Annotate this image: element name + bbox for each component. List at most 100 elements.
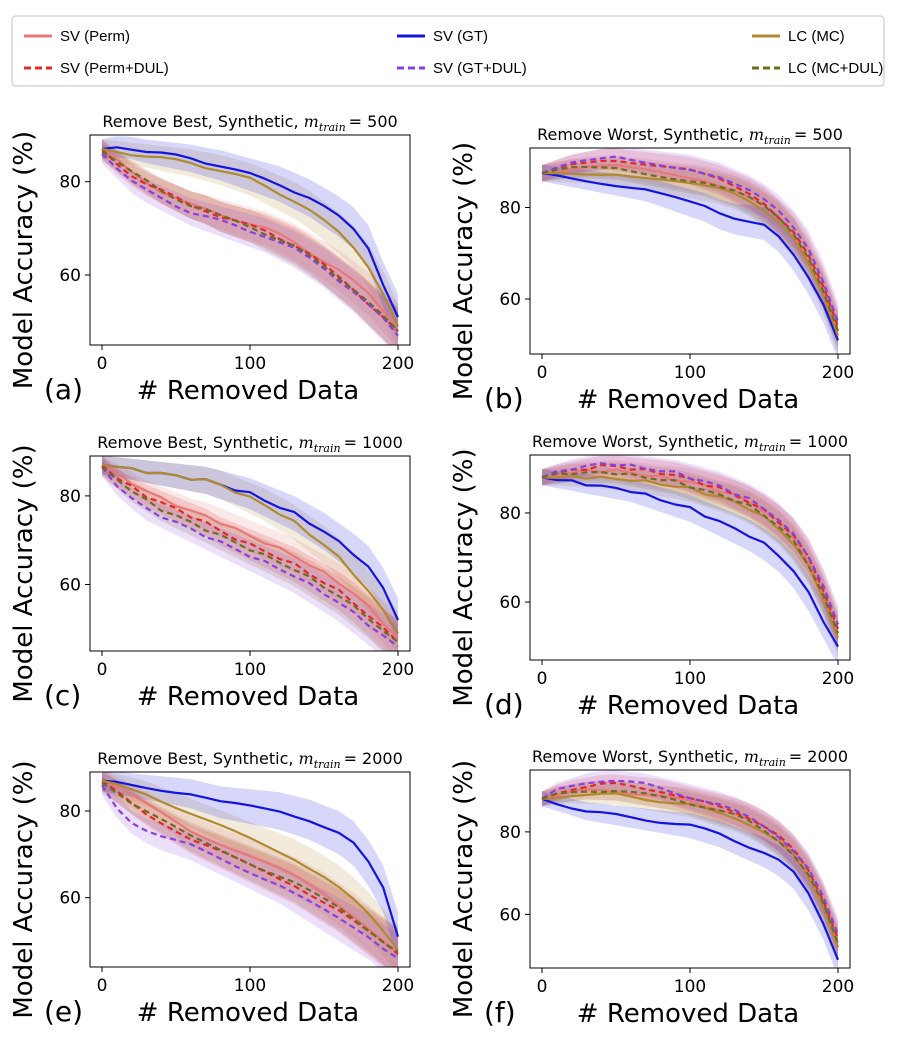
line-f-gt (541, 797, 840, 961)
panel-c: 0 100 200 60 80 Remove Best, Synthetic, mtrai… (9, 433, 414, 712)
band-c-mc (102, 456, 398, 651)
band-a-perm (102, 139, 398, 345)
band-e-mc (102, 772, 398, 967)
panel-label-b: (b) (484, 382, 524, 415)
line-a-gt (101, 146, 399, 318)
panel-title-text-a: Remove Best, Synthetic, (102, 112, 303, 131)
line-b-gt (541, 172, 840, 341)
xtick-label-f-0: 0 (537, 977, 548, 997)
line-f-perm (541, 788, 840, 944)
xtick-label-f-200: 200 (822, 977, 854, 997)
xlabel-f: # Removed Data (577, 999, 799, 1029)
panel-title-sub-d: train (759, 441, 786, 454)
xtick-label-a-100: 100 (234, 354, 266, 374)
legend-label-perm_dul: SV (Perm+DUL) (60, 60, 169, 77)
panel-title-b: Remove Worst, Synthetic, mtrain = 500 (537, 125, 843, 147)
panel-title-val-f: = 2000 (789, 747, 848, 766)
xtick-label-a-200: 200 (382, 354, 414, 374)
line-d-perm (541, 468, 840, 634)
panel-title-text-f: Remove Worst, Synthetic, (532, 747, 744, 766)
panel-title-text-e: Remove Best, Synthetic, (97, 749, 298, 768)
legend-label-gt_dul: SV (GT+DUL) (433, 60, 527, 77)
panel-title-val-b: = 500 (794, 125, 843, 144)
band-f-gt (542, 791, 838, 968)
panel-b: 0 100 200 60 80 Remove Worst, Synthetic, mtra… (449, 125, 854, 415)
panel-title-math-b: m (749, 125, 764, 144)
panel-label-f: (f) (484, 996, 516, 1029)
panel-title-text-c: Remove Best, Synthetic, (97, 433, 298, 452)
ylabel-d: Model Accuracy (%) (449, 448, 479, 706)
xtick-label-d-0: 0 (537, 669, 548, 689)
band-d-gt (542, 469, 838, 660)
band-f-gt_dul (542, 770, 838, 953)
band-b-gt_dul (542, 148, 838, 342)
line-b-mc_dul (541, 165, 840, 332)
ytick-label-d-60: 60 (499, 593, 521, 613)
lines-b (541, 155, 840, 341)
line-f-mc_dul (541, 790, 840, 944)
line-e-mc_dul (101, 781, 399, 953)
xtick-label-d-200: 200 (822, 669, 854, 689)
line-e-perm_dul (101, 779, 399, 955)
panel-d: 0 100 200 60 80 Remove Worst, Synthetic, mtra… (449, 432, 854, 721)
band-f-perm_dul (542, 774, 838, 957)
panel-label-d: (d) (484, 688, 524, 721)
line-c-perm_dul (101, 464, 399, 643)
panel-title-sub-e: train (314, 758, 341, 771)
ytick-label-c-80: 80 (59, 487, 81, 507)
line-f-gt_dul (541, 779, 840, 936)
panel-title-c: Remove Best, Synthetic, mtrain = 1000 (97, 433, 403, 455)
xlabel-c: # Removed Data (137, 682, 359, 712)
line-c-mc (101, 463, 399, 634)
band-d-mc (542, 467, 838, 657)
ylabel-f: Model Accuracy (%) (449, 760, 479, 1018)
bands-c (102, 456, 398, 651)
panel-title-math-c: m (299, 433, 314, 452)
panel-title-math-d: m (744, 432, 759, 451)
panel-title-e: Remove Best, Synthetic, mtrain = 2000 (97, 749, 403, 771)
ylabel-e: Model Accuracy (%) (9, 760, 39, 1018)
panel-title-a: Remove Best, Synthetic, mtrain = 500 (102, 112, 397, 134)
panel-title-val-e: = 2000 (344, 749, 403, 768)
legend: SV (Perm) SV (Perm+DUL) SV (GT) SV (GT+DUL)… (11, 15, 885, 87)
band-d-perm_dul (542, 455, 838, 648)
band-e-gt_dul (102, 774, 398, 967)
legend-label-mc: LC (MC) (788, 28, 845, 45)
panel-title-val-c: = 1000 (344, 433, 403, 452)
xtick-label-a-0: 0 (97, 354, 108, 374)
ytick-label-f-80: 80 (499, 823, 521, 843)
xtick-label-b-200: 200 (822, 363, 854, 383)
panel-title-f: Remove Worst, Synthetic, mtrain = 2000 (532, 747, 848, 769)
panel-f: 0 100 200 60 80 Remove Worst, Synthetic, mtra… (449, 747, 854, 1029)
line-c-perm (101, 463, 399, 639)
ytick-label-d-80: 80 (499, 504, 521, 524)
panel-title-sub-b: train (764, 134, 791, 147)
panel-title-d: Remove Worst, Synthetic, mtrain = 1000 (532, 432, 848, 454)
panel-title-text-d: Remove Worst, Synthetic, (532, 432, 744, 451)
panel-title-val-a: = 500 (349, 112, 398, 131)
ytick-label-a-80: 80 (59, 173, 81, 193)
panel-label-e: (e) (44, 995, 83, 1028)
band-d-gt_dul (542, 455, 838, 644)
panel-title-math-e: m (299, 749, 314, 768)
ylabel-b: Model Accuracy (%) (449, 142, 479, 400)
panel-title-sub-a: train (319, 121, 346, 134)
xlabel-d: # Removed Data (577, 691, 799, 721)
ytick-label-e-60: 60 (59, 889, 81, 909)
band-a-mc_dul (102, 141, 398, 345)
panel-a: 0 100 200 60 80 Remove Best, Synthetic, mtrai… (9, 112, 414, 406)
panel-title-math-a: m (304, 112, 319, 131)
xlabel-a: # Removed Data (137, 376, 359, 406)
lines-f (541, 779, 840, 961)
line-e-mc (101, 779, 399, 951)
band-a-gt_dul (102, 143, 398, 345)
xtick-label-e-100: 100 (234, 976, 266, 996)
legend-frame (11, 15, 885, 87)
xtick-label-e-200: 200 (382, 976, 414, 996)
xtick-label-c-100: 100 (234, 660, 266, 680)
band-a-mc (102, 139, 398, 345)
ylabel-c: Model Accuracy (%) (9, 444, 39, 702)
legend-label-mc_dul: LC (MC+DUL) (788, 60, 883, 77)
